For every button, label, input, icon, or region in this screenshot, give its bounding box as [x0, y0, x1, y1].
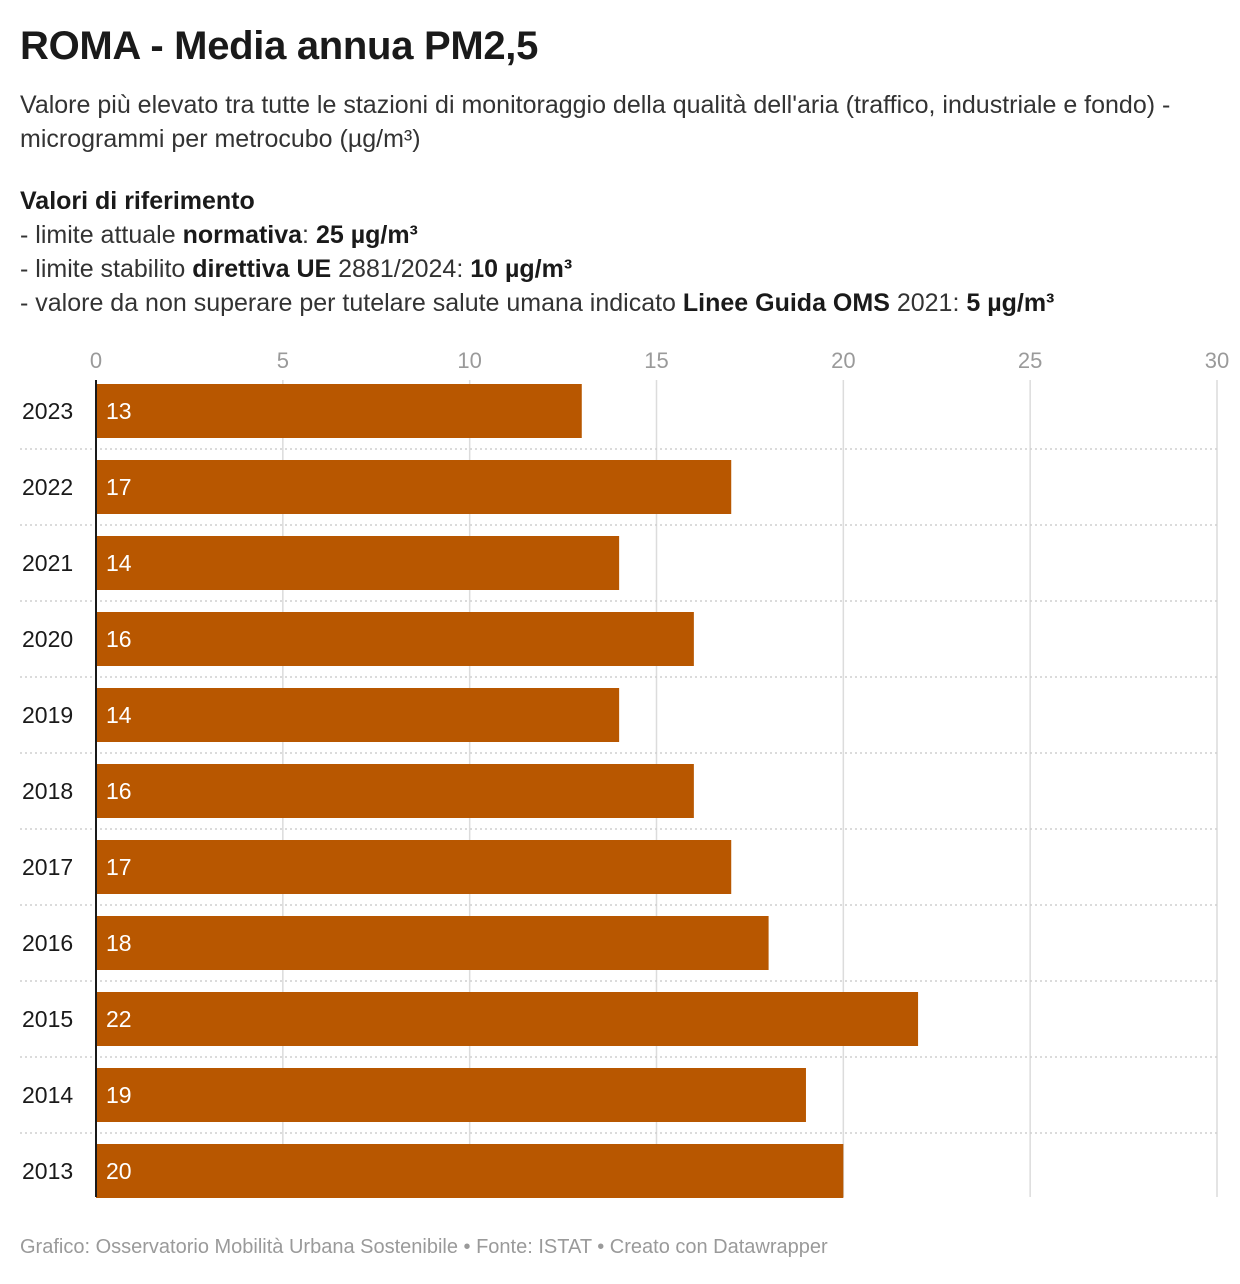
- category-label: 2015: [22, 1006, 73, 1032]
- bar-value-label: 16: [106, 778, 132, 804]
- bar-value-label: 19: [106, 1082, 132, 1108]
- reference-line-oms: - valore da non superare per tutelare sa…: [20, 289, 1055, 317]
- bar: [96, 992, 919, 1046]
- bar-value-label: 13: [106, 398, 132, 424]
- bar: [96, 840, 732, 894]
- x-tick-label: 5: [277, 348, 289, 373]
- category-label: 2016: [22, 930, 73, 956]
- bar-value-label: 17: [106, 474, 132, 500]
- reference-title: Valori di riferimento: [20, 187, 255, 215]
- bar: [96, 916, 769, 970]
- category-label: 2019: [22, 702, 73, 728]
- bar-value-label: 14: [106, 702, 132, 728]
- category-label: 2017: [22, 854, 73, 880]
- x-tick-label: 20: [831, 348, 855, 373]
- bar-value-label: 17: [106, 854, 132, 880]
- category-label: 2021: [22, 550, 73, 576]
- bar: [96, 688, 620, 742]
- bar-value-label: 22: [106, 1006, 132, 1032]
- category-label: 2022: [22, 474, 73, 500]
- chart-header: ROMA - Media annua PM2,5 Valore più elev…: [20, 18, 1225, 320]
- bar: [96, 764, 694, 818]
- bar: [96, 460, 732, 514]
- x-tick-label: 0: [90, 348, 102, 373]
- bar-value-label: 14: [106, 550, 132, 576]
- category-label: 2014: [22, 1082, 73, 1108]
- chart-footer: Grafico: Osservatorio Mobilità Urbana So…: [20, 1236, 828, 1258]
- x-tick-label: 30: [1205, 348, 1229, 373]
- category-label: 2023: [22, 398, 73, 424]
- reference-line-direttiva: - limite stabilito direttiva UE 2881/202…: [20, 255, 573, 283]
- chart-subtitle: Valore più elevato tra tutte le stazioni…: [20, 91, 1171, 153]
- bar: [96, 612, 694, 666]
- bar: [96, 1144, 844, 1198]
- reference-values: Valori di riferimento - limite attuale n…: [20, 184, 1225, 320]
- category-label: 2018: [22, 778, 73, 804]
- bar-value-label: 20: [106, 1158, 132, 1184]
- bar-value-label: 18: [106, 930, 132, 956]
- category-label: 2013: [22, 1158, 73, 1184]
- chart-title: ROMA - Media annua PM2,5: [20, 24, 539, 68]
- x-tick-label: 10: [457, 348, 481, 373]
- bar-value-label: 16: [106, 626, 132, 652]
- reference-line-normativa: - limite attuale normativa: 25 µg/m³: [20, 221, 418, 249]
- bar: [96, 384, 582, 438]
- bar: [96, 1068, 806, 1122]
- bar: [96, 536, 620, 590]
- x-tick-label: 25: [1018, 348, 1042, 373]
- category-label: 2020: [22, 626, 73, 652]
- x-tick-label: 15: [644, 348, 668, 373]
